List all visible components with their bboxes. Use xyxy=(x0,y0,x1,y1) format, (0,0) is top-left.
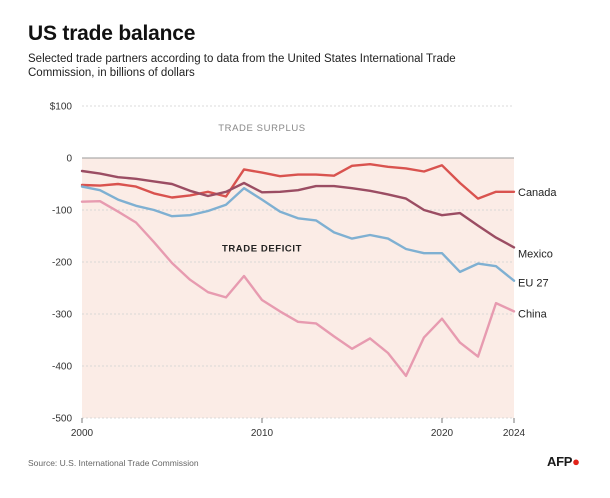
series-label-mexico: Mexico xyxy=(518,248,553,260)
x-tick-label: 2010 xyxy=(251,428,274,439)
series-line-eu-27 xyxy=(80,185,516,282)
series-line-china xyxy=(80,199,516,378)
series-lines xyxy=(80,162,516,378)
gridlines xyxy=(82,105,514,419)
series-label-china: China xyxy=(518,308,548,320)
source-note: Source: U.S. International Trade Commiss… xyxy=(28,458,199,468)
y-tick-label: $100 xyxy=(50,102,73,113)
y-tick-label: -200 xyxy=(52,258,72,269)
y-tick-label: -100 xyxy=(52,206,72,217)
trade-deficit-label: TRADE DEFICIT xyxy=(222,244,302,255)
y-tick-label: 0 xyxy=(66,154,72,165)
series-label-eu-27: EU 27 xyxy=(518,278,549,290)
series-labels: Canada Mexico EU 27 China xyxy=(518,187,557,321)
trade-surplus-label: TRADE SURPLUS xyxy=(218,123,306,134)
x-tick-label: 2024 xyxy=(503,428,526,439)
chart-title: US trade balance xyxy=(28,22,196,45)
chart-subtitle: Selected trade partners according to dat… xyxy=(28,53,456,79)
x-tick-label: 2020 xyxy=(431,428,454,439)
afp-logo-dot: ● xyxy=(572,454,580,469)
series-line-canada xyxy=(80,162,516,200)
trade-deficit-area xyxy=(82,158,514,418)
zone-annotations: TRADE SURPLUS TRADE DEFICIT xyxy=(218,123,306,255)
y-tick-label: -400 xyxy=(52,362,72,373)
y-axis-ticks: $100 0 -100 -200 -300 -400 -500 xyxy=(50,102,73,425)
x-axis-ticks: 2000 2010 2020 2024 xyxy=(71,418,526,439)
afp-logo: AFP● xyxy=(547,454,580,469)
y-tick-label: -500 xyxy=(52,414,72,425)
x-tick-label: 2000 xyxy=(71,428,94,439)
y-tick-label: -300 xyxy=(52,310,72,321)
series-label-canada: Canada xyxy=(518,187,557,199)
afp-logo-text: AFP xyxy=(547,454,573,469)
series-line-mexico xyxy=(80,169,516,249)
